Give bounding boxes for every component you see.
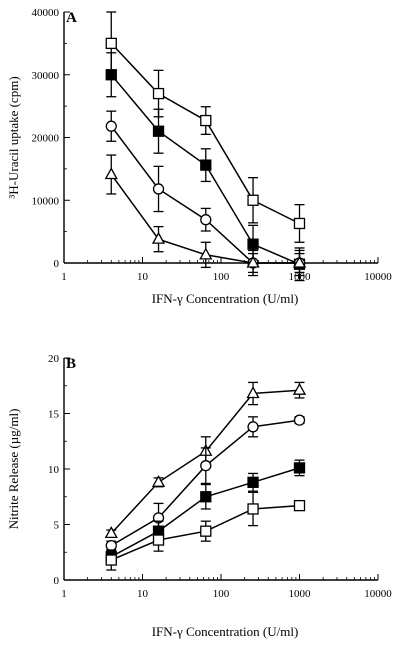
y-tick-label: 0: [54, 258, 60, 270]
data-point: [151, 231, 166, 244]
data-point: [200, 214, 212, 226]
data-point: [247, 421, 259, 433]
y-tick-label: 20: [48, 353, 60, 365]
data-point: [247, 503, 259, 515]
y-tick-label: 10000: [32, 195, 60, 207]
y-tick-label: 40000: [32, 7, 60, 19]
data-point: [200, 525, 212, 537]
data-point: [105, 120, 117, 132]
y-axis-title: ³H-Uracil uptake (cpm): [6, 76, 21, 198]
data-point: [104, 167, 118, 180]
data-point: [151, 474, 166, 487]
data-point: [293, 414, 306, 426]
x-tick-label: 1: [61, 271, 67, 283]
data-point: [200, 159, 212, 171]
data-point: [199, 247, 213, 260]
x-axis-title: IFN-γ Concentration (U/ml): [152, 291, 299, 306]
data-point: [200, 491, 212, 503]
data-point: [292, 382, 307, 395]
chart-panel-b: B 1 10 100 1000 10000 0 5 10 15 20 IFN-γ Concentrat…: [6, 353, 392, 639]
y-tick-label: 10: [48, 464, 60, 476]
x-tick-label: 10: [137, 271, 149, 283]
x-tick-label: 10000: [364, 271, 392, 283]
data-point: [247, 194, 259, 206]
data-point: [105, 69, 117, 81]
data-point: [152, 125, 165, 137]
data-point: [105, 37, 117, 50]
x-tick-label: 10000: [364, 588, 392, 600]
data-point: [152, 87, 165, 100]
y-tick-label: 20000: [32, 133, 60, 145]
y-tick-label: 5: [54, 520, 60, 532]
x-tick-label: 100: [213, 588, 230, 600]
x-tick-label: 10: [137, 588, 149, 600]
y-tick-label: 0: [54, 575, 60, 587]
panel-letter: B: [66, 356, 76, 372]
chart-panel-a: A1 10 100 1000 10000010000200003000040000IFN…: [6, 7, 392, 306]
data-point: [200, 460, 212, 472]
series-open-square: [105, 491, 306, 571]
data-point: [105, 554, 117, 566]
x-tick-label: 1000: [289, 588, 312, 600]
series-open-circle: [105, 414, 306, 552]
data-point: [247, 238, 259, 250]
series-open-square: [105, 11, 306, 243]
data-point: [293, 499, 306, 512]
x-tick-label: 1: [61, 588, 67, 600]
data-point: [152, 534, 165, 546]
data-point: [292, 255, 307, 268]
data-point: [293, 462, 306, 474]
data-point: [293, 217, 306, 230]
y-tick-label: 30000: [32, 70, 60, 82]
data-point: [200, 114, 212, 127]
data-point: [246, 386, 260, 399]
x-axis-title: IFN-γ Concentration (U/ml): [152, 624, 299, 639]
data-point: [105, 539, 117, 552]
data-point: [104, 526, 118, 539]
y-tick-label: 15: [48, 409, 60, 421]
x-tick-label: 100: [213, 271, 230, 283]
data-point: [152, 183, 165, 195]
y-axis-title: Nitrite Release (µg/ml): [6, 409, 21, 530]
panel-letter: A: [66, 10, 77, 26]
data-point: [246, 255, 260, 268]
series-open-triangle: [104, 154, 307, 274]
data-point: [247, 476, 259, 488]
